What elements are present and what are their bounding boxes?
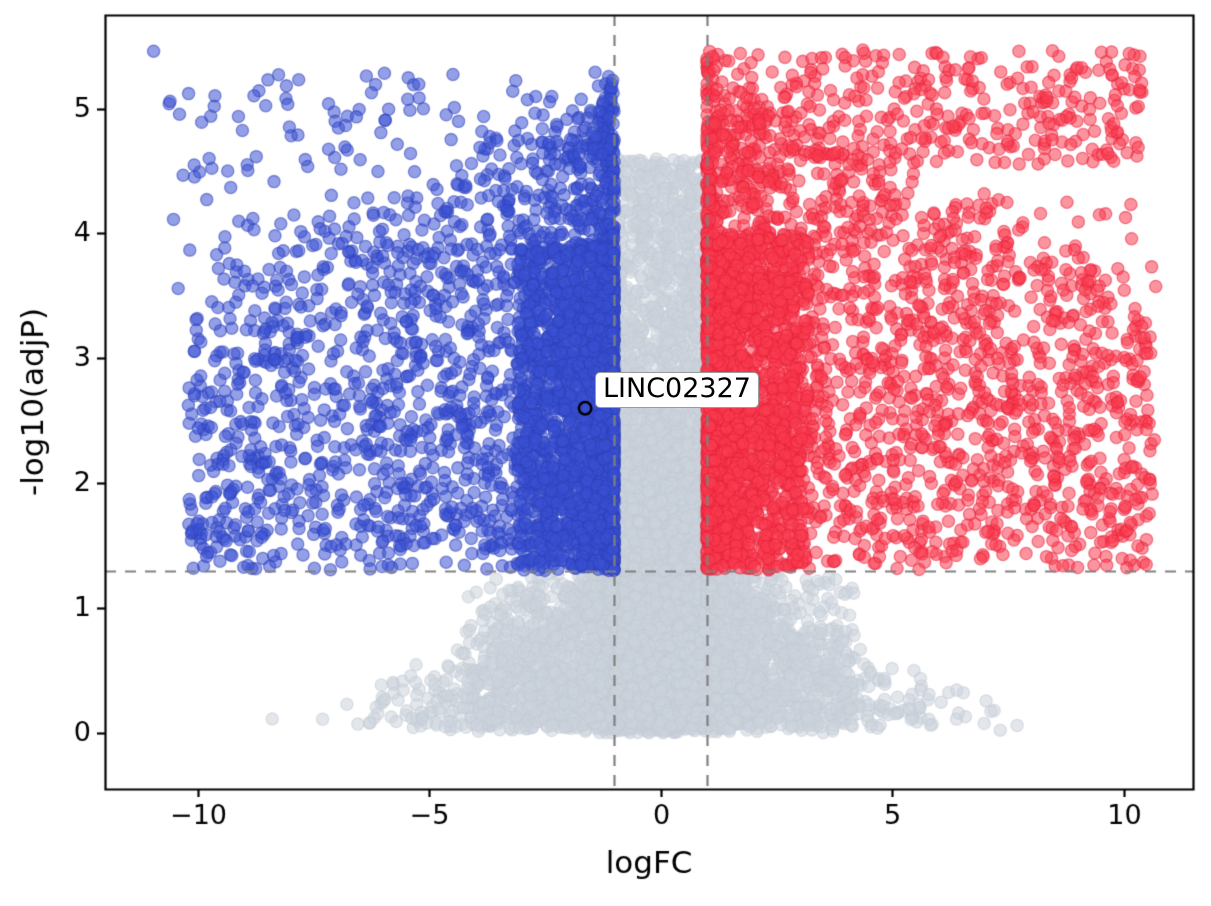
gene-annotation-label[interactable]: LINC02327 [595, 372, 759, 409]
